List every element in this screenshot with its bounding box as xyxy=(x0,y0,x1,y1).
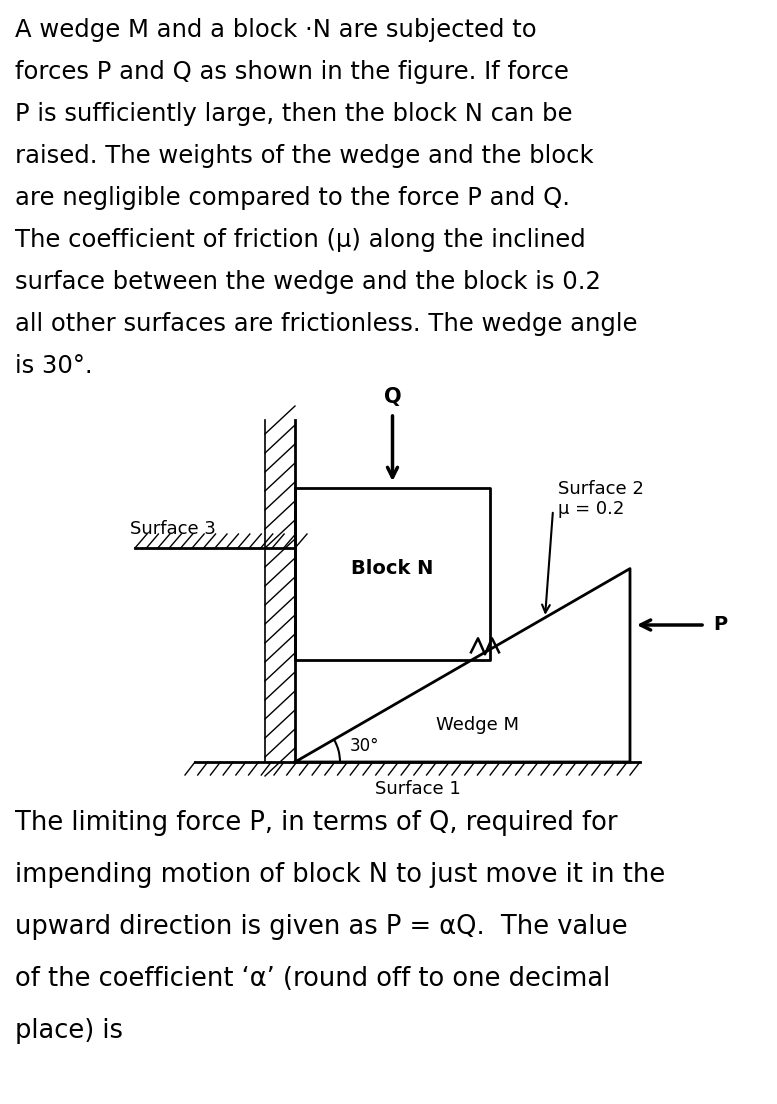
Text: Surface 3: Surface 3 xyxy=(130,520,216,538)
Text: A wedge M and a block ·N are subjected to: A wedge M and a block ·N are subjected t… xyxy=(15,18,537,42)
Text: Block N: Block N xyxy=(351,560,434,578)
Text: is 30°.: is 30°. xyxy=(15,354,92,378)
Text: impending motion of block N to just move it in the: impending motion of block N to just move… xyxy=(15,862,665,888)
Text: P: P xyxy=(713,616,727,635)
Text: upward direction is given as P = αQ.  The value: upward direction is given as P = αQ. The… xyxy=(15,914,628,940)
Text: of the coefficient ‘α’ (round off to one decimal: of the coefficient ‘α’ (round off to one… xyxy=(15,966,610,992)
Text: Q: Q xyxy=(384,388,401,407)
Text: Wedge M: Wedge M xyxy=(436,716,519,734)
Text: raised. The weights of the wedge and the block: raised. The weights of the wedge and the… xyxy=(15,144,594,168)
Text: The coefficient of friction (μ) along the inclined: The coefficient of friction (μ) along th… xyxy=(15,229,586,252)
Text: Surface 1: Surface 1 xyxy=(375,781,461,798)
Text: forces P and Q as shown in the figure. If force: forces P and Q as shown in the figure. I… xyxy=(15,60,569,84)
Text: Surface 2: Surface 2 xyxy=(558,480,644,498)
Text: surface between the wedge and the block is 0.2: surface between the wedge and the block … xyxy=(15,270,601,294)
Text: 30°: 30° xyxy=(350,737,379,755)
Text: all other surfaces are frictionless. The wedge angle: all other surfaces are frictionless. The… xyxy=(15,312,637,336)
Text: place) is: place) is xyxy=(15,1018,123,1044)
Text: μ = 0.2: μ = 0.2 xyxy=(558,500,625,518)
Text: The limiting force P, in terms of Q, required for: The limiting force P, in terms of Q, req… xyxy=(15,810,618,836)
Text: P is sufficiently large, then the block N can be: P is sufficiently large, then the block … xyxy=(15,102,573,126)
Text: are negligible compared to the force P and Q.: are negligible compared to the force P a… xyxy=(15,185,570,210)
